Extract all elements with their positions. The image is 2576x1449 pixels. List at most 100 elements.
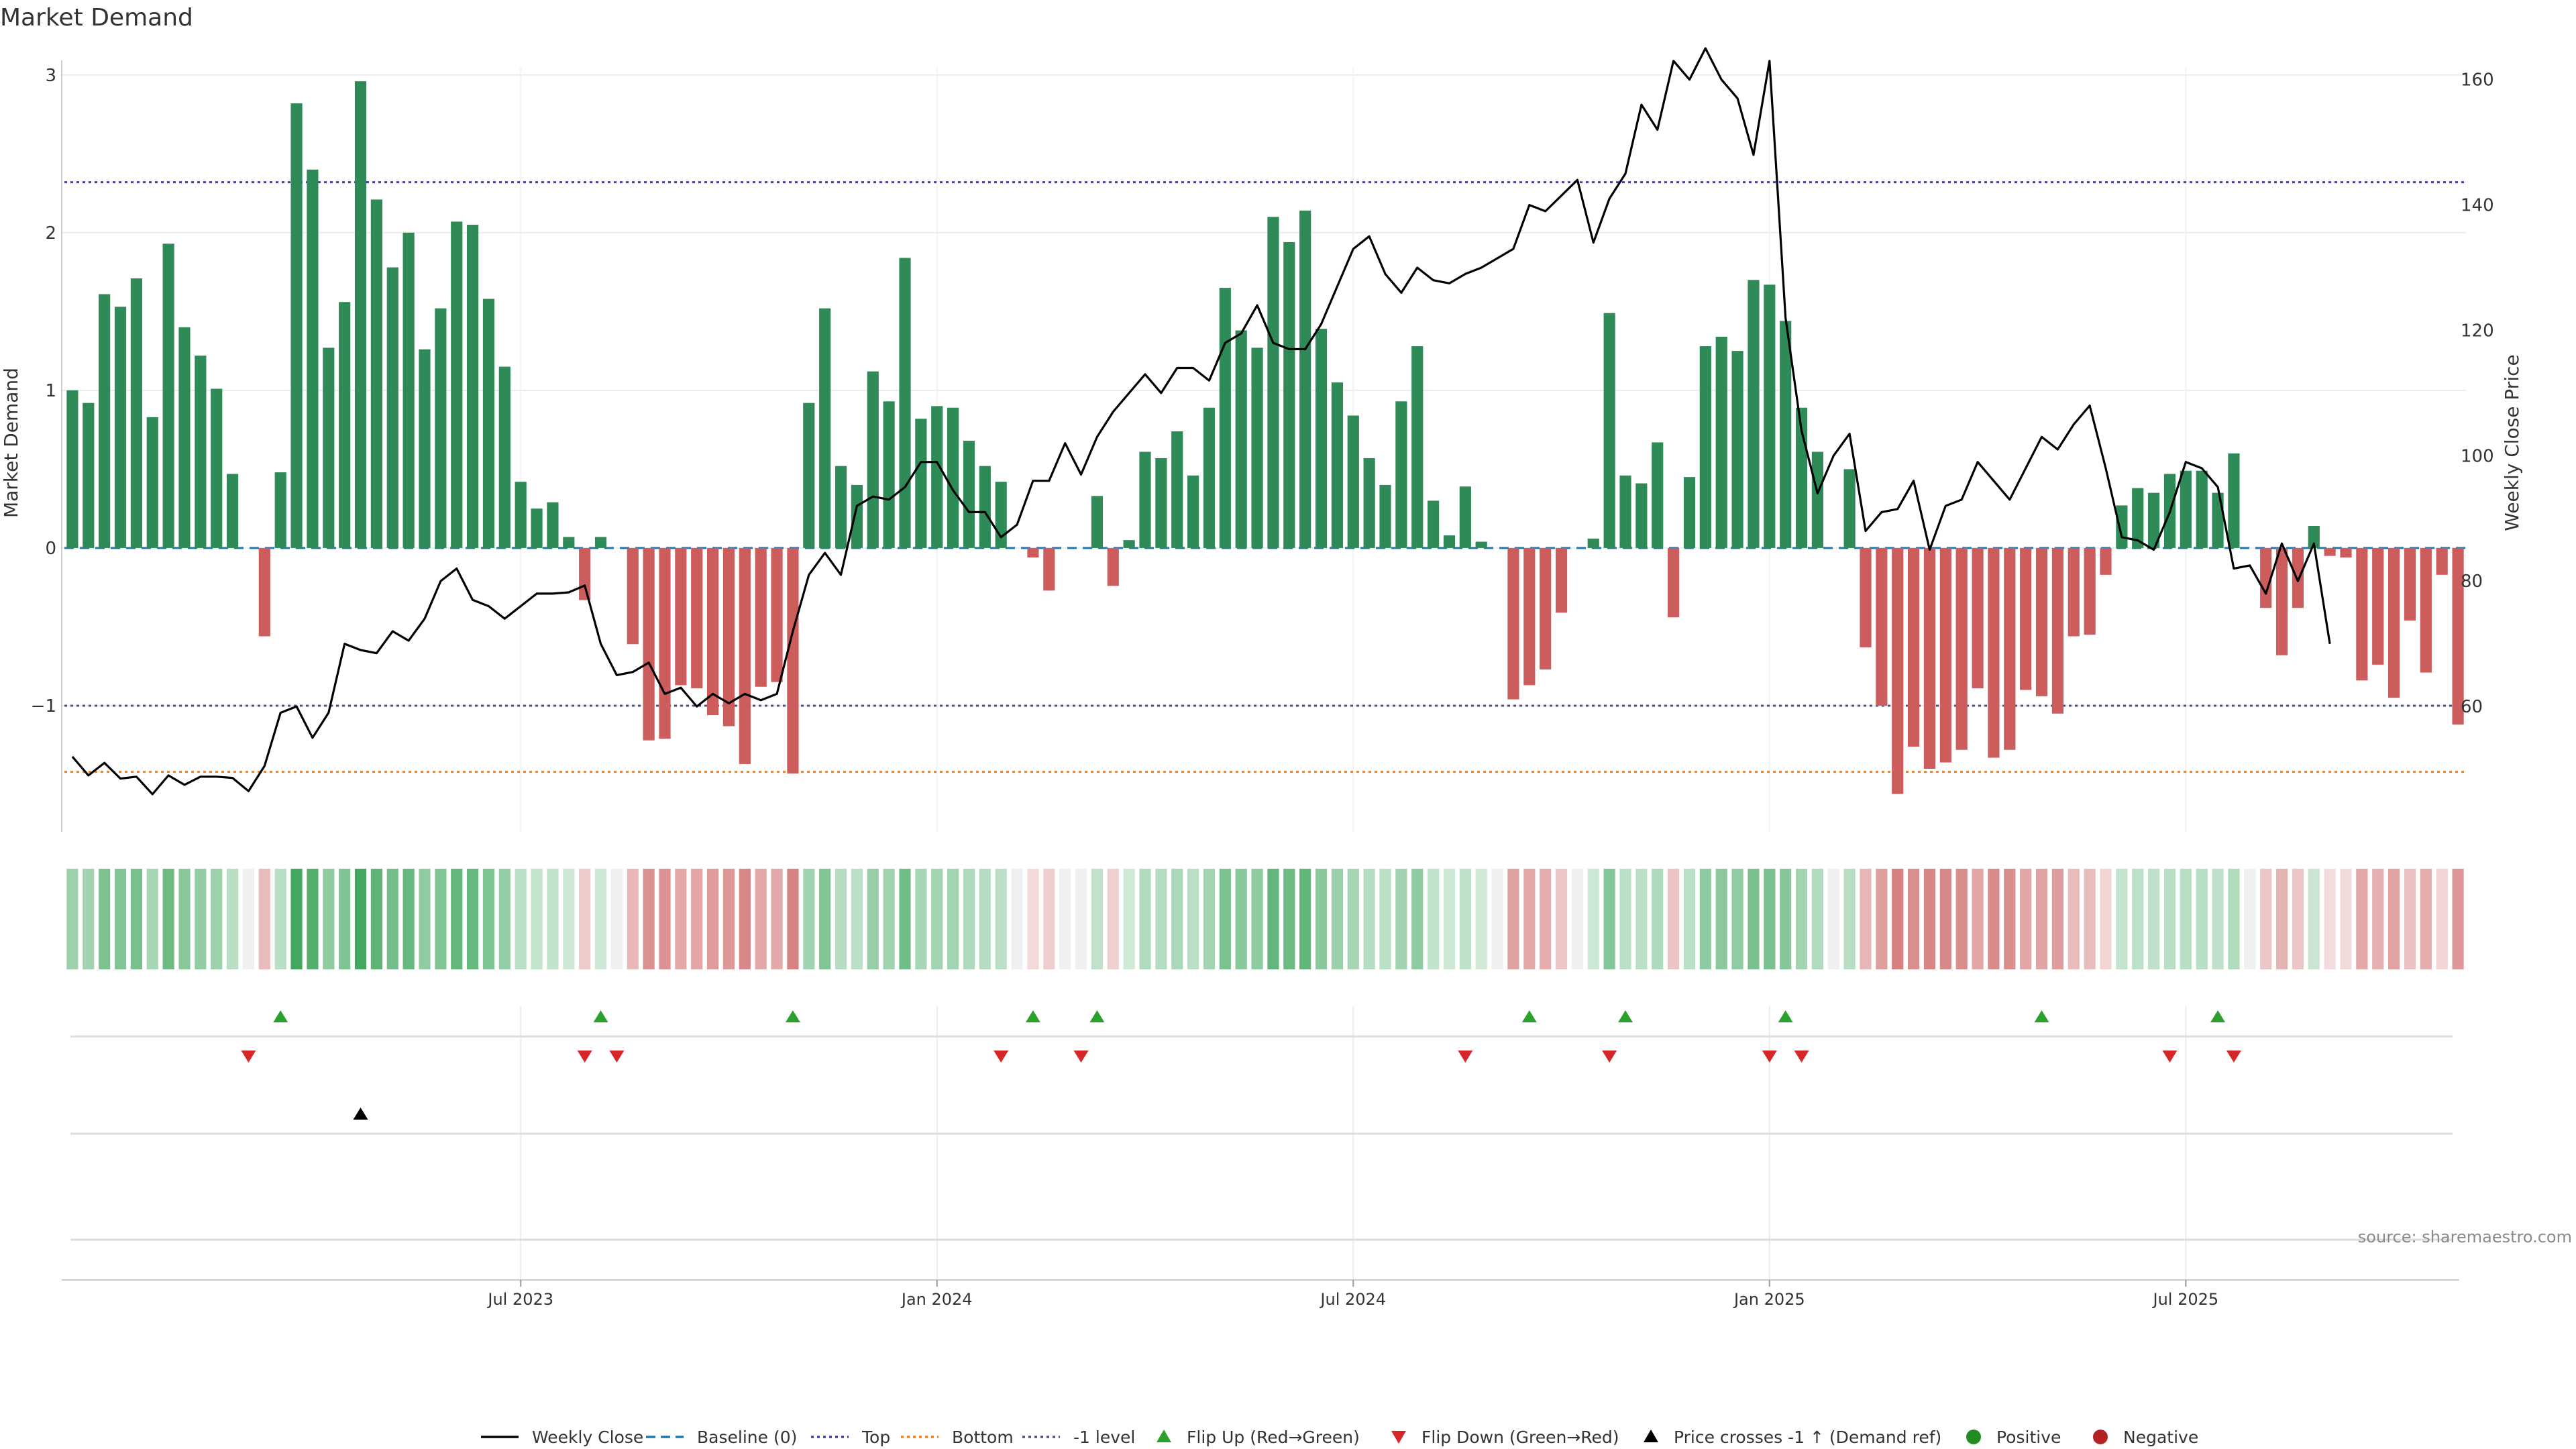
demand-bar xyxy=(1363,458,1375,548)
demand-bar xyxy=(2356,547,2368,681)
demand-bar xyxy=(2260,547,2272,608)
legend-swatch xyxy=(1966,1430,1981,1444)
demand-bar xyxy=(739,547,751,764)
left-tick-label: 2 xyxy=(45,223,56,244)
flip-down-marker xyxy=(241,1051,256,1063)
strip-cell xyxy=(1171,869,1183,969)
flip-up-marker xyxy=(785,1010,800,1022)
strip-cell xyxy=(2004,869,2016,969)
left-tick-label: 0 xyxy=(45,539,56,559)
demand-bar xyxy=(1155,458,1167,548)
strip-cell xyxy=(594,869,607,969)
demand-bar xyxy=(1635,483,1648,548)
strip-cell xyxy=(1459,869,1471,969)
strip-cell xyxy=(2436,869,2448,969)
x-tick-label: Jul 2023 xyxy=(486,1290,553,1309)
flip-up-marker xyxy=(593,1010,608,1022)
demand-bar xyxy=(1411,346,1424,548)
demand-bar xyxy=(563,537,575,548)
demand-bar xyxy=(1955,547,1968,750)
demand-bar xyxy=(1540,547,1552,669)
demand-bar xyxy=(643,547,655,741)
strip-cell xyxy=(1827,869,1839,969)
demand-bar xyxy=(2308,526,2320,548)
flip-down-marker xyxy=(1602,1051,1617,1063)
strip-cell xyxy=(1315,869,1328,969)
strip-cell xyxy=(402,869,415,969)
strip-cell xyxy=(2388,869,2400,969)
demand-color-strip xyxy=(66,869,2464,969)
flip-down-marker xyxy=(1458,1051,1473,1063)
axes: 3 2 1 0 −1 160 140 120 100 80 60 Jul 2023 Jan 2024 Ju… xyxy=(31,60,2494,1309)
strip-cell xyxy=(2275,869,2288,969)
reference-lines xyxy=(64,181,2466,773)
demand-bar xyxy=(1347,415,1359,548)
demand-bar xyxy=(1507,547,1519,700)
strip-cell xyxy=(755,869,767,969)
strip-cell xyxy=(1347,869,1359,969)
demand-bar xyxy=(1939,547,1951,763)
demand-bar xyxy=(1876,547,1888,706)
demand-bar xyxy=(1107,547,1119,586)
demand-bar xyxy=(1315,329,1328,548)
right-tick-label: 60 xyxy=(2461,697,2483,717)
strip-cell xyxy=(1860,869,1872,969)
demand-bar xyxy=(2100,547,2112,575)
x-tick-label: Jul 2024 xyxy=(1319,1290,1386,1309)
demand-bar xyxy=(1219,288,1231,548)
demand-bar xyxy=(435,308,447,548)
demand-bar xyxy=(66,390,78,548)
demand-bar xyxy=(1379,484,1391,548)
legend-label: Negative xyxy=(2123,1428,2198,1447)
strip-cell xyxy=(627,869,639,969)
strip-cell xyxy=(1764,869,1776,969)
strip-cell xyxy=(515,869,527,969)
demand-bar xyxy=(339,302,351,548)
strip-cell xyxy=(162,869,174,969)
demand-bar xyxy=(1811,451,1823,548)
strip-cell xyxy=(307,869,319,969)
strip-cell xyxy=(1523,869,1536,969)
strip-cell xyxy=(1251,869,1263,969)
left-axis-label: Market Demand xyxy=(0,368,22,518)
strip-cell xyxy=(451,869,463,969)
demand-bar xyxy=(1683,477,1696,548)
legend-item: Negative xyxy=(2093,1428,2198,1447)
strip-cell xyxy=(1027,869,1039,969)
strip-cell xyxy=(1075,869,1087,969)
strip-cell xyxy=(1540,869,1552,969)
strip-cell xyxy=(2308,869,2320,969)
demand-bar xyxy=(1043,547,1055,591)
demand-bar xyxy=(659,547,671,739)
strip-cell xyxy=(1411,869,1424,969)
demand-bar xyxy=(114,307,127,548)
demand-bar xyxy=(2436,547,2448,575)
strip-cell xyxy=(691,869,703,969)
demand-bar xyxy=(899,258,911,548)
demand-bar xyxy=(1619,475,1631,548)
strip-cell xyxy=(1283,869,1295,969)
strip-cell xyxy=(2163,869,2176,969)
strip-cell xyxy=(1395,869,1407,969)
strip-cell xyxy=(2196,869,2208,969)
strip-cell xyxy=(467,869,479,969)
legend-swatch xyxy=(1391,1431,1406,1444)
strip-cell xyxy=(835,869,847,969)
demand-bar xyxy=(515,482,527,548)
strip-cell xyxy=(2404,869,2416,969)
strip-cell xyxy=(2356,869,2368,969)
demand-bar xyxy=(1780,321,1792,548)
strip-cell xyxy=(1491,869,1503,969)
demand-bar xyxy=(402,232,415,548)
demand-bar xyxy=(931,406,943,548)
demand-bar xyxy=(482,299,495,548)
demand-bar xyxy=(1523,547,1536,686)
strip-cell xyxy=(482,869,495,969)
demand-bar xyxy=(451,221,463,548)
strip-cell xyxy=(258,869,270,969)
demand-bar xyxy=(883,401,895,548)
demand-bar xyxy=(1475,541,1487,548)
strip-cell xyxy=(1972,869,1984,969)
flip-markers-panel xyxy=(70,1010,2453,1063)
strip-cell xyxy=(739,869,751,969)
